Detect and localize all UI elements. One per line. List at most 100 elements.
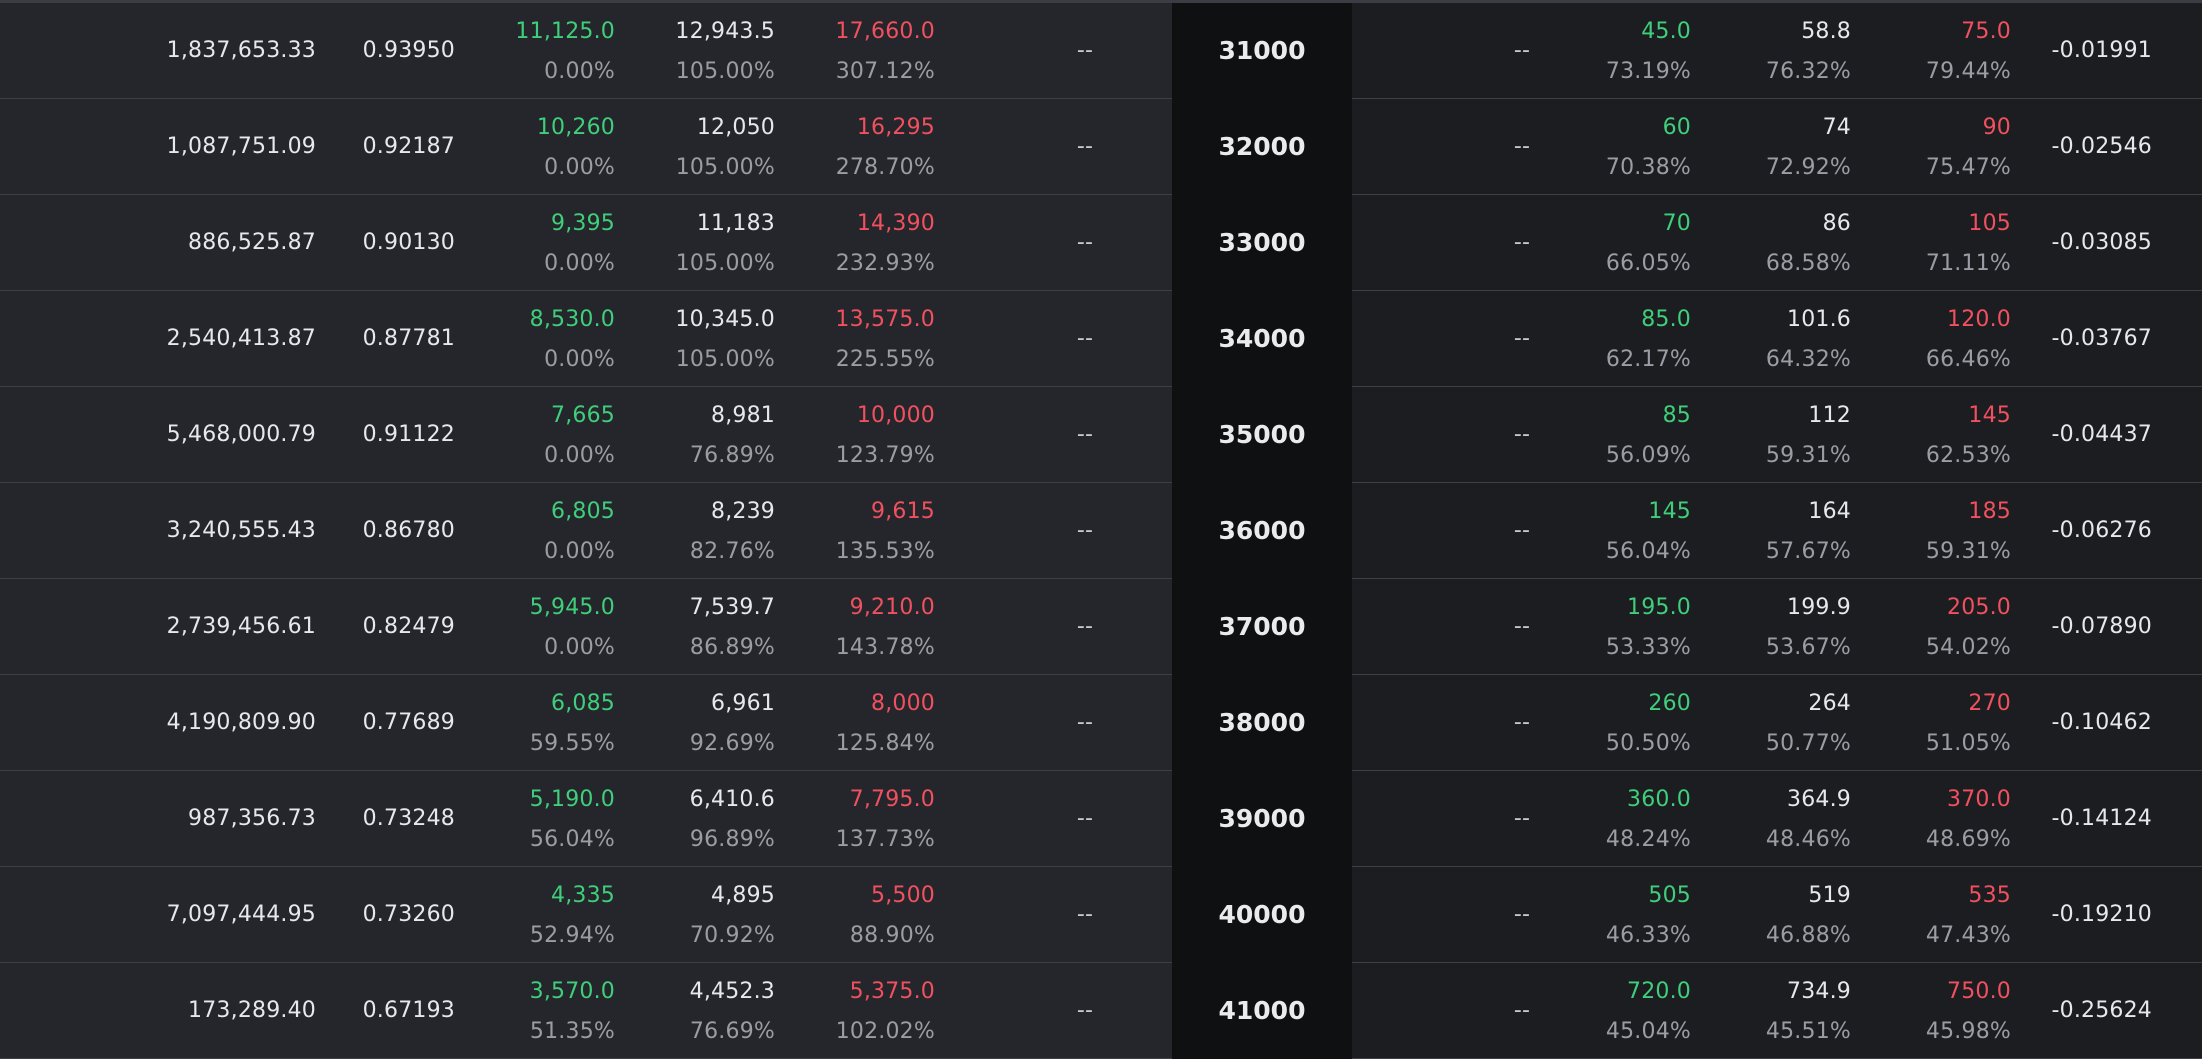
call-mark-iv: 76.89%: [689, 443, 775, 468]
call-ask-price[interactable]: 14,390: [856, 211, 935, 236]
call-last-price: --: [1076, 902, 1094, 927]
option-row[interactable]: 5,468,000.79 0.91122 7,665 0.00% 8,981 7…: [0, 387, 2202, 483]
put-mark-price: 364.9: [1787, 787, 1851, 812]
put-bid-price[interactable]: 85.0: [1641, 307, 1691, 332]
calls-side-bg: [0, 675, 1172, 770]
calls-side-bg: [0, 867, 1172, 962]
option-row[interactable]: 2,540,413.87 0.87781 8,530.0 0.00% 10,34…: [0, 291, 2202, 387]
row-divider: [1352, 386, 2202, 387]
option-row[interactable]: 987,356.73 0.73248 5,190.0 56.04% 6,410.…: [0, 771, 2202, 867]
put-bid-price[interactable]: 195.0: [1627, 595, 1691, 620]
put-last-price: --: [1513, 806, 1531, 831]
option-row[interactable]: 1,837,653.33 0.93950 11,125.0 0.00% 12,9…: [0, 3, 2202, 99]
top-divider: [0, 0, 2202, 3]
call-ask-price[interactable]: 5,500: [871, 883, 935, 908]
call-bid-price[interactable]: 9,395: [551, 211, 615, 236]
call-delta: 0.86780: [362, 518, 455, 543]
put-bid-price[interactable]: 85: [1662, 403, 1691, 428]
call-bid-price[interactable]: 5,190.0: [529, 787, 615, 812]
put-bid-price[interactable]: 360.0: [1627, 787, 1691, 812]
put-mark-price: 199.9: [1787, 595, 1851, 620]
call-bid-iv: 0.00%: [544, 155, 615, 180]
put-mark-price: 112: [1808, 403, 1851, 428]
call-mark-price: 6,410.6: [689, 787, 775, 812]
put-ask-price[interactable]: 120.0: [1947, 307, 2011, 332]
option-row[interactable]: 3,240,555.43 0.86780 6,805 0.00% 8,239 8…: [0, 483, 2202, 579]
call-mark-iv: 82.76%: [689, 539, 775, 564]
call-delta: 0.91122: [362, 422, 455, 447]
option-row[interactable]: 886,525.87 0.90130 9,395 0.00% 11,183 10…: [0, 195, 2202, 291]
calls-side-bg: [0, 291, 1172, 386]
put-ask-price[interactable]: 270: [1968, 691, 2011, 716]
call-ask-price[interactable]: 9,210.0: [849, 595, 935, 620]
call-bid-price[interactable]: 4,335: [551, 883, 615, 908]
option-row[interactable]: 1,087,751.09 0.92187 10,260 0.00% 12,050…: [0, 99, 2202, 195]
call-last-price: --: [1076, 38, 1094, 63]
puts-side-bg: [1352, 579, 2202, 674]
put-mark-iv: 53.67%: [1765, 635, 1851, 660]
put-bid-price[interactable]: 145: [1648, 499, 1691, 524]
call-ask-price[interactable]: 7,795.0: [849, 787, 935, 812]
put-mark-iv: 48.46%: [1765, 827, 1851, 852]
row-divider: [0, 674, 1172, 675]
puts-side-bg: [1352, 291, 2202, 386]
call-bid-iv: 0.00%: [544, 59, 615, 84]
call-ask-price[interactable]: 9,615: [871, 499, 935, 524]
put-bid-price[interactable]: 720.0: [1627, 979, 1691, 1004]
call-bid-price[interactable]: 11,125.0: [515, 19, 615, 44]
put-bid-iv: 73.19%: [1605, 59, 1691, 84]
put-ask-price[interactable]: 145: [1968, 403, 2011, 428]
call-open-interest: 886,525.87: [188, 230, 316, 255]
put-bid-price[interactable]: 260: [1648, 691, 1691, 716]
option-row[interactable]: 173,289.40 0.67193 3,570.0 51.35% 4,452.…: [0, 963, 2202, 1059]
call-bid-price[interactable]: 7,665: [551, 403, 615, 428]
call-bid-iv: 0.00%: [544, 539, 615, 564]
put-ask-price[interactable]: 370.0: [1947, 787, 2011, 812]
put-ask-price[interactable]: 750.0: [1947, 979, 2011, 1004]
put-ask-price[interactable]: 205.0: [1947, 595, 2011, 620]
put-ask-price[interactable]: 185: [1968, 499, 2011, 524]
call-ask-price[interactable]: 16,295: [856, 115, 935, 140]
call-bid-price[interactable]: 6,805: [551, 499, 615, 524]
call-open-interest: 1,837,653.33: [166, 38, 316, 63]
call-bid-price[interactable]: 5,945.0: [529, 595, 615, 620]
call-ask-price[interactable]: 10,000: [856, 403, 935, 428]
put-last-price: --: [1513, 422, 1531, 447]
call-bid-price[interactable]: 10,260: [536, 115, 615, 140]
call-mark-iv: 76.69%: [689, 1019, 775, 1044]
puts-side-bg: [1352, 675, 2202, 770]
call-mark-iv: 105.00%: [675, 155, 775, 180]
strike-column-bg: [1172, 483, 1352, 579]
puts-side-bg: [1352, 867, 2202, 962]
put-bid-price[interactable]: 505: [1648, 883, 1691, 908]
put-last-price: --: [1513, 326, 1531, 351]
strike-column-bg: [1172, 387, 1352, 483]
put-last-price: --: [1513, 518, 1531, 543]
call-bid-price[interactable]: 3,570.0: [529, 979, 615, 1004]
put-ask-price[interactable]: 90: [1982, 115, 2011, 140]
call-ask-price[interactable]: 5,375.0: [849, 979, 935, 1004]
call-mark-iv: 70.92%: [689, 923, 775, 948]
put-delta: -0.02546: [2051, 134, 2152, 159]
put-bid-price[interactable]: 60: [1662, 115, 1691, 140]
row-divider: [0, 866, 1172, 867]
call-ask-iv: 125.84%: [835, 731, 935, 756]
option-row[interactable]: 7,097,444.95 0.73260 4,335 52.94% 4,895 …: [0, 867, 2202, 963]
put-ask-price[interactable]: 75.0: [1961, 19, 2011, 44]
option-row[interactable]: 4,190,809.90 0.77689 6,085 59.55% 6,961 …: [0, 675, 2202, 771]
put-ask-price[interactable]: 105: [1968, 211, 2011, 236]
call-ask-price[interactable]: 17,660.0: [835, 19, 935, 44]
put-bid-price[interactable]: 70: [1662, 211, 1691, 236]
option-row[interactable]: 2,739,456.61 0.82479 5,945.0 0.00% 7,539…: [0, 579, 2202, 675]
put-delta: -0.25624: [2051, 998, 2152, 1023]
put-last-price: --: [1513, 902, 1531, 927]
call-bid-price[interactable]: 8,530.0: [529, 307, 615, 332]
strike-price: 32000: [1218, 132, 1306, 161]
put-bid-price[interactable]: 45.0: [1641, 19, 1691, 44]
call-bid-price[interactable]: 6,085: [551, 691, 615, 716]
call-ask-price[interactable]: 13,575.0: [835, 307, 935, 332]
call-ask-price[interactable]: 8,000: [871, 691, 935, 716]
call-open-interest: 4,190,809.90: [166, 710, 316, 735]
call-last-price: --: [1076, 518, 1094, 543]
put-ask-price[interactable]: 535: [1968, 883, 2011, 908]
